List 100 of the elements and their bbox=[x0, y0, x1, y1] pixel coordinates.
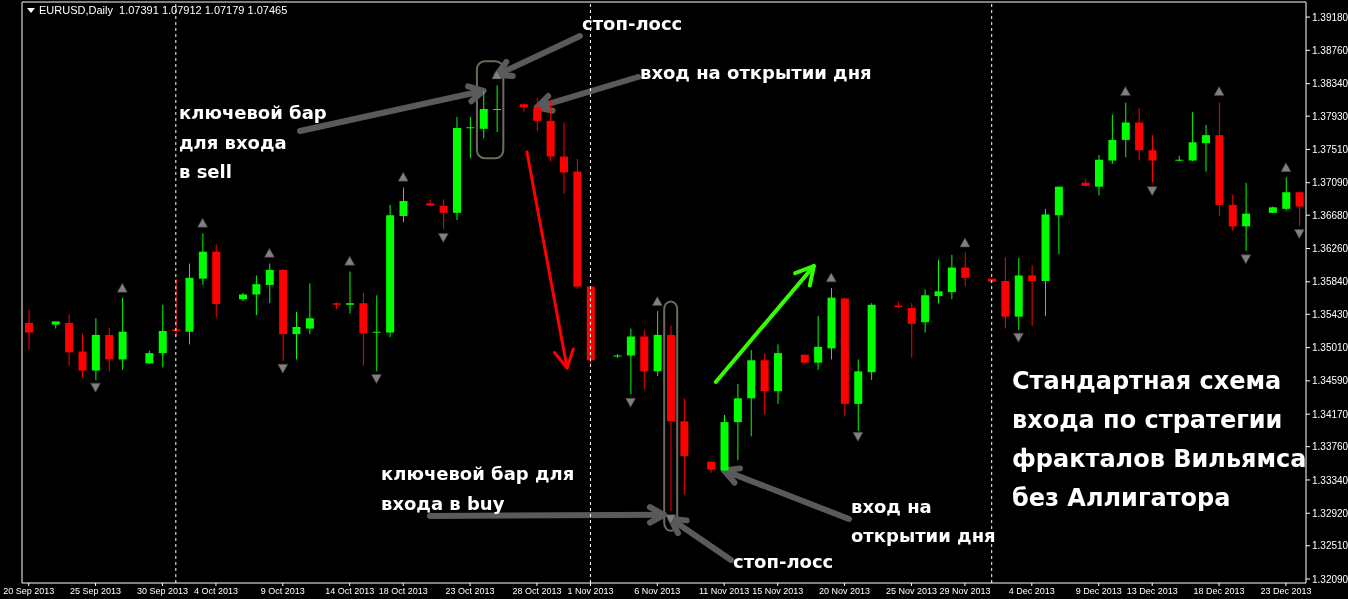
y-tick-label: 1.38340 bbox=[1312, 78, 1348, 90]
point bbox=[852, 432, 864, 442]
candlestick bbox=[1108, 114, 1117, 165]
y-tick-label: 1.32920 bbox=[1312, 507, 1348, 519]
x-tick-label: 23 Dec 2013 bbox=[1260, 586, 1312, 597]
point bbox=[959, 237, 971, 248]
x-tick-label: 20 Sep 2013 bbox=[3, 586, 55, 597]
point bbox=[665, 514, 676, 525]
point bbox=[1013, 332, 1024, 343]
x-tick-label: 4 Oct 2013 bbox=[193, 586, 238, 597]
x-tick-label: 1 Nov 2013 bbox=[567, 586, 614, 597]
x-tick-label: 15 Nov 2013 bbox=[752, 586, 804, 597]
y-tick-label: 1.36680 bbox=[1312, 209, 1348, 221]
point bbox=[1240, 254, 1252, 265]
x-tick-label: 20 Nov 2013 bbox=[819, 586, 871, 597]
annotation: вход на открытии дня bbox=[640, 62, 872, 83]
candlestick bbox=[560, 121, 568, 195]
point bbox=[1294, 229, 1305, 239]
candlestick bbox=[1028, 264, 1037, 327]
point bbox=[344, 255, 355, 266]
candlestick bbox=[252, 274, 261, 316]
x-tick-label: 11 Nov 2013 bbox=[699, 586, 750, 597]
point bbox=[264, 247, 275, 258]
point bbox=[625, 397, 636, 408]
point bbox=[652, 296, 663, 306]
point bbox=[1120, 86, 1131, 96]
candlestick bbox=[479, 90, 488, 139]
point bbox=[117, 282, 128, 293]
candlestick bbox=[907, 302, 916, 359]
candlestick bbox=[346, 271, 354, 314]
candlestick bbox=[399, 186, 408, 223]
candlestick bbox=[1148, 134, 1157, 184]
x-tick-label: 6 Nov 2013 bbox=[634, 586, 681, 597]
candlestick bbox=[961, 251, 970, 288]
y-tick-label: 1.35430 bbox=[1312, 308, 1348, 320]
y-tick-label: 1.38760 bbox=[1312, 44, 1348, 56]
point bbox=[491, 69, 503, 80]
x-tick-label: 25 Nov 2013 bbox=[885, 586, 937, 597]
y-tick-label: 1.34170 bbox=[1312, 408, 1348, 420]
candlestick bbox=[519, 102, 528, 112]
candlestick bbox=[305, 282, 314, 335]
y-tick-label: 1.32510 bbox=[1312, 540, 1348, 552]
candlestick bbox=[372, 294, 381, 372]
candlestick bbox=[78, 333, 87, 379]
candlestick bbox=[626, 328, 635, 395]
y-tick-label: 1.35840 bbox=[1312, 276, 1348, 288]
candlestick bbox=[25, 309, 33, 351]
chart-title: EURUSD,Daily 1.07391 1.07912 1.07179 1.07465 bbox=[39, 4, 288, 16]
candlestick bbox=[1121, 102, 1130, 158]
y-tick-label: 1.36260 bbox=[1312, 243, 1348, 255]
candlestick bbox=[733, 383, 742, 461]
candlestick bbox=[158, 304, 167, 368]
x-tick-label: 30 Sep 2013 bbox=[136, 586, 188, 597]
candlestick bbox=[466, 116, 475, 159]
y-tick-label: 1.33340 bbox=[1312, 474, 1348, 486]
candlestick bbox=[1188, 111, 1197, 162]
annotation: Стандартная схема входа по стратегии фракталов Вильямса без Аллигатора bbox=[1012, 367, 1307, 512]
point bbox=[197, 217, 208, 228]
annotation: стоп-лосс bbox=[733, 551, 834, 572]
x-tick-label: 18 Oct 2013 bbox=[378, 586, 428, 597]
x-tick-label: 13 Dec 2013 bbox=[1126, 586, 1178, 597]
y-tick-label: 1.34590 bbox=[1312, 375, 1348, 387]
candlestick bbox=[1242, 182, 1251, 252]
y-tick-label: 1.39180 bbox=[1312, 11, 1348, 23]
candlestick bbox=[439, 198, 448, 230]
x-tick-label: 9 Oct 2013 bbox=[260, 586, 305, 597]
point bbox=[90, 382, 101, 393]
x-tick-label: 9 Dec 2013 bbox=[1075, 586, 1122, 597]
candlestick bbox=[1295, 190, 1304, 227]
point bbox=[397, 171, 409, 182]
y-tick-label: 1.35010 bbox=[1312, 342, 1348, 354]
y-tick-label: 1.32090 bbox=[1312, 573, 1348, 585]
candlestick bbox=[533, 97, 542, 132]
candlestick bbox=[1282, 176, 1291, 211]
candlestick bbox=[292, 311, 301, 360]
candlestick bbox=[493, 84, 502, 133]
candlestick bbox=[814, 315, 823, 371]
x-tick-label: 23 Oct 2013 bbox=[445, 586, 495, 597]
candlestick bbox=[934, 259, 943, 304]
annotation: стоп-лосс bbox=[582, 13, 683, 34]
point bbox=[1213, 86, 1225, 96]
annotation: ключевой бар для входа в buy bbox=[381, 463, 575, 514]
y-tick-label: 1.37090 bbox=[1312, 177, 1348, 189]
point bbox=[277, 363, 289, 374]
candlestick bbox=[265, 263, 274, 304]
point bbox=[438, 233, 449, 243]
x-tick-label: 18 Dec 2013 bbox=[1193, 586, 1245, 597]
y-tick-label: 1.37930 bbox=[1312, 110, 1348, 122]
x-tick-label: 29 Nov 2013 bbox=[939, 586, 991, 597]
annotation: вход на открытии дня bbox=[851, 496, 996, 546]
point bbox=[1280, 162, 1292, 172]
point bbox=[371, 374, 382, 384]
y-tick-label: 1.37510 bbox=[1312, 143, 1348, 155]
x-tick-label: 25 Sep 2013 bbox=[70, 586, 122, 597]
x-tick-label: 4 Dec 2013 bbox=[1008, 586, 1055, 597]
y-tick-label: 1.33760 bbox=[1312, 441, 1348, 453]
annotation: ключевой бар для входа в sell bbox=[179, 102, 327, 182]
point bbox=[825, 272, 837, 283]
x-tick-label: 28 Oct 2013 bbox=[512, 586, 562, 597]
x-tick-label: 14 Oct 2013 bbox=[325, 586, 375, 597]
